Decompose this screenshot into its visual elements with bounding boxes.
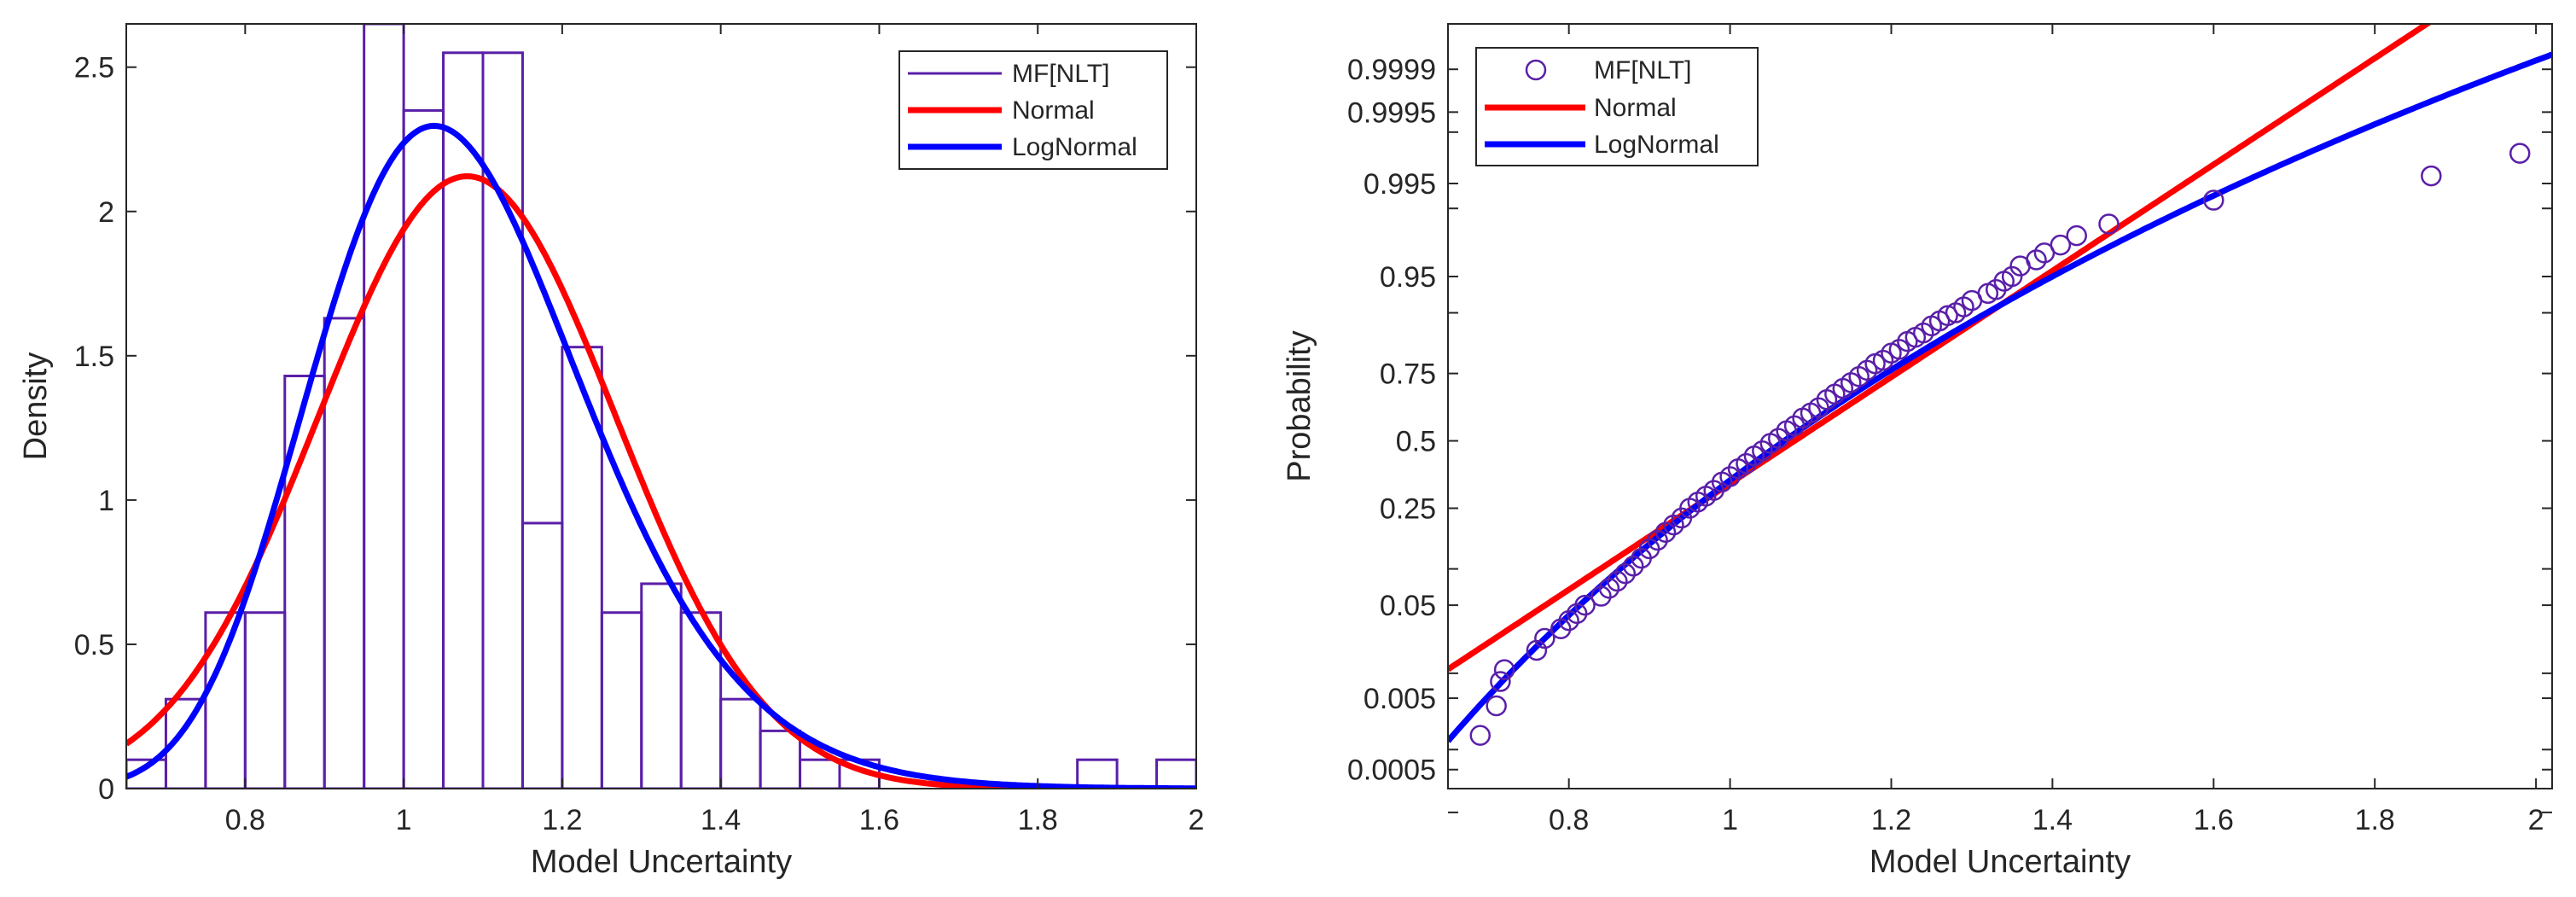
x-axis-label: Model Uncertainty — [531, 844, 792, 880]
x-tick-label: 1.6 — [2194, 804, 2234, 836]
x-tick-label: 1 — [396, 804, 412, 836]
data-point — [1534, 627, 1555, 649]
data-point — [1490, 671, 1511, 692]
data-point — [1647, 529, 1668, 551]
data-point — [2098, 213, 2120, 235]
x-tick-label: 1.2 — [1871, 804, 1911, 836]
data-point — [1719, 466, 1741, 487]
data-point — [2509, 143, 2531, 164]
data-point — [1768, 428, 1789, 449]
y-tick-label: 0.95 — [1380, 261, 1436, 294]
y-axis-label: Density — [18, 352, 54, 461]
x-tick-label: 2 — [2528, 804, 2544, 836]
x-tick-label: 1.2 — [542, 804, 582, 836]
y-tick-label: 0.5 — [1396, 426, 1436, 458]
y-tick-label: 0.995 — [1364, 168, 1436, 201]
data-point — [1486, 695, 1507, 717]
x-tick-label: 1.8 — [2355, 804, 2395, 836]
legend-label-histogram: MF[NLT] — [1012, 60, 1109, 88]
plot-frame — [1447, 23, 2553, 789]
x-tick-label: 1.4 — [701, 804, 741, 836]
data-point — [1752, 440, 1773, 462]
legend-label-normal: Normal — [1012, 96, 1095, 125]
lognormal-density-curve — [126, 122, 1196, 789]
data-point — [1783, 415, 1806, 437]
data-point — [2421, 165, 2442, 187]
data-point — [2050, 234, 2072, 256]
data-point — [1550, 618, 1572, 639]
legend-label-normal: Normal — [1594, 94, 1677, 122]
legend: MF[NLT] Normal LogNormal — [898, 50, 1168, 170]
data-point — [1654, 521, 1677, 543]
data-point — [1888, 339, 1910, 360]
histogram-bar — [561, 346, 603, 789]
data-point — [1736, 452, 1757, 475]
data-point — [2066, 224, 2087, 247]
x-axis-label: Model Uncertainty — [1869, 844, 2131, 880]
legend-label-lognormal: LogNormal — [1594, 131, 1719, 159]
y-tick-label: 2 — [98, 196, 114, 229]
legend-label-lognormal: LogNormal — [1012, 133, 1137, 161]
y-tick-label: 0.9999 — [1347, 54, 1436, 86]
data-point — [1469, 725, 1492, 746]
x-tick-label: 0.8 — [225, 804, 265, 836]
x-tick-label: 1.4 — [2032, 804, 2073, 836]
legend: MF[NLT] Normal LogNormal — [1475, 47, 1759, 166]
data-point — [1607, 570, 1628, 592]
x-tick-label: 1.8 — [1018, 804, 1058, 836]
y-axis-ticks: 0.0005 0.005 0.05 0.25 0.5 0.75 0.95 0.995 0.999… — [1347, 54, 2552, 813]
y-tick-label: 0 — [98, 773, 114, 806]
y-tick-label: 0.005 — [1364, 683, 1436, 715]
y-tick-label: 0.05 — [1380, 590, 1436, 622]
x-tick-label: 0.8 — [1549, 804, 1589, 836]
histogram-chart: 0.8 1 1.2 1.4 1.6 1.8 2 0 0.5 1 1.5 2 2.5 Model Unc… — [18, 23, 1205, 880]
y-axis-ticks: 0 0.5 1 1.5 2 2.5 — [74, 52, 1196, 806]
data-point — [1622, 556, 1644, 577]
data-point — [1493, 659, 1515, 680]
y-tick-label: 0.9995 — [1347, 96, 1436, 129]
legend-label-points: MF[NLT] — [1594, 56, 1691, 84]
data-point — [1614, 562, 1637, 585]
y-tick-label: 0.0005 — [1347, 754, 1436, 787]
y-tick-label: 1.5 — [74, 341, 114, 373]
x-tick-label: 1.6 — [859, 804, 899, 836]
x-tick-label: 1 — [1722, 804, 1738, 836]
data-point — [1574, 594, 1596, 616]
y-axis-label: Probability — [1282, 330, 1317, 481]
plot-frame — [125, 23, 1197, 789]
y-tick-label: 2.5 — [74, 52, 114, 84]
data-point — [2203, 189, 2224, 211]
probability-plot-chart: 0.8 1 1.2 1.4 1.6 1.8 2 0.0005 0.005 0.05 0.25 0.5… — [1282, 23, 2553, 880]
x-axis-ticks: 0.8 1 1.2 1.4 1.6 1.8 2 — [225, 24, 1205, 836]
y-tick-label: 1 — [98, 485, 114, 517]
data-point — [1808, 397, 1829, 418]
y-tick-label: 0.5 — [74, 629, 114, 661]
data-point — [1590, 585, 1612, 607]
x-axis-ticks: 0.8 1 1.2 1.4 1.6 1.8 2 — [1549, 24, 2544, 836]
legend-swatch-points — [1525, 59, 1547, 81]
x-tick-label: 2 — [1189, 804, 1205, 836]
y-tick-label: 0.75 — [1380, 358, 1436, 391]
data-point — [2001, 265, 2023, 288]
y-tick-label: 0.25 — [1380, 492, 1436, 525]
data-points — [1469, 143, 2531, 746]
